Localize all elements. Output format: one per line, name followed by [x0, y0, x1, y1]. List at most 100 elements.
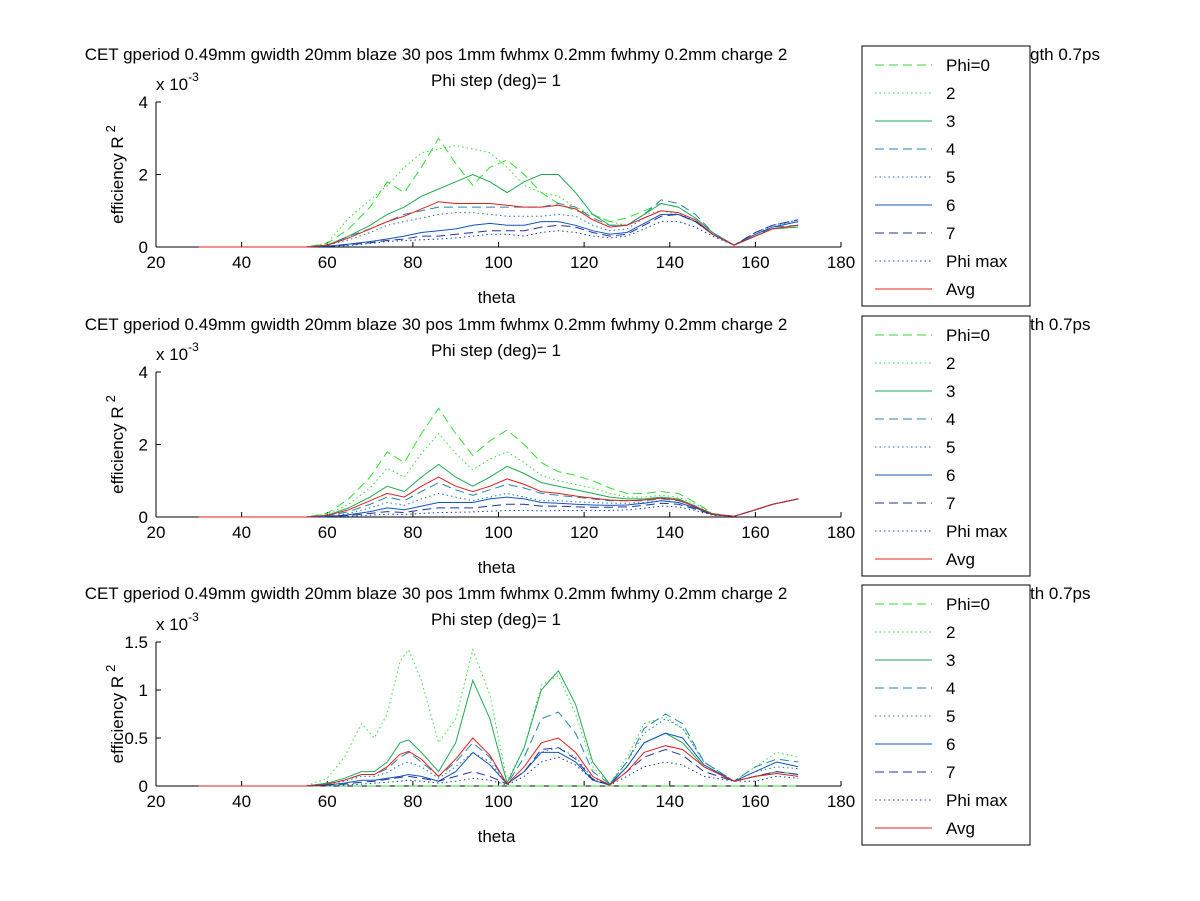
series-line-4: [198, 482, 799, 518]
chart-title-tail: th 0.7ps: [1030, 584, 1091, 603]
x-tick-label: 100: [484, 253, 512, 272]
series-line-1: [198, 407, 799, 518]
chart-panel-2: CET gperiod 0.49mm gwidth 20mm blaze 30 …: [85, 315, 1091, 577]
y-exponent-label: x 10-3: [156, 70, 199, 94]
x-tick-label: 40: [232, 253, 251, 272]
chart-subtitle: Phi step (deg)= 1: [431, 610, 561, 629]
legend-box: [861, 584, 1031, 846]
x-tick-label: 20: [147, 523, 166, 542]
series-line-3: [198, 669, 799, 787]
series-group: [198, 648, 799, 787]
legend-label: 4: [946, 410, 955, 429]
x-tick-label: 80: [403, 792, 422, 811]
legend-label: 2: [946, 623, 955, 642]
legend-label: 5: [946, 438, 955, 457]
x-tick-label: 160: [741, 792, 769, 811]
series-line-6: [198, 732, 799, 787]
chart-title: CET gperiod 0.49mm gwidth 20mm blaze 30 …: [85, 315, 788, 334]
x-tick-label: 180: [827, 523, 855, 542]
legend-label: Phi max: [946, 522, 1008, 541]
x-axis-label: theta: [478, 827, 516, 846]
series-line-4: [198, 199, 799, 248]
legend-label: Phi max: [946, 791, 1008, 810]
legend-label: 5: [946, 168, 955, 187]
series-line-8: [198, 219, 799, 248]
legend: Phi=0 2 3 4 5 6 7 Phi max Avg: [861, 45, 1031, 307]
legend-label: Phi max: [946, 252, 1008, 271]
y-tick-label: 4: [139, 93, 148, 112]
series-line-7: [198, 747, 799, 787]
x-tick-label: 180: [827, 792, 855, 811]
y-tick-label: 0.5: [124, 729, 148, 748]
y-axis-label: efficiency R2: [103, 125, 127, 224]
legend-label: 7: [946, 224, 955, 243]
x-tick-label: 120: [570, 792, 598, 811]
y-tick-label: 4: [139, 363, 148, 382]
x-tick-label: 80: [403, 253, 422, 272]
legend-box: [861, 45, 1031, 307]
x-tick-label: 140: [656, 253, 684, 272]
series-line-7: [198, 498, 799, 518]
chart-subtitle: Phi step (deg)= 1: [431, 71, 561, 90]
x-tick-label: 140: [656, 792, 684, 811]
x-tick-label: 60: [318, 253, 337, 272]
x-tick-label: 180: [827, 253, 855, 272]
series-line-6: [198, 496, 799, 518]
x-tick-label: 160: [741, 523, 769, 542]
legend-label: Phi=0: [946, 56, 990, 75]
legend: Phi=0 2 3 4 5 6 7 Phi max Avg: [861, 584, 1031, 846]
x-tick-label: 120: [570, 253, 598, 272]
legend-box: [861, 315, 1031, 577]
x-axis-label: theta: [478, 558, 516, 577]
y-axis-label: efficiency R2: [103, 395, 127, 494]
legend-label: 3: [946, 651, 955, 670]
x-tick-label: 100: [484, 792, 512, 811]
legend: Phi=0 2 3 4 5 6 7 Phi max Avg: [861, 315, 1031, 577]
chart-panel-1: CET gperiod 0.49mm gwidth 20mm blaze 30 …: [85, 45, 1100, 307]
series-line-9: [198, 476, 799, 518]
x-tick-label: 140: [656, 523, 684, 542]
x-tick-label: 100: [484, 523, 512, 542]
y-tick-label: 2: [139, 166, 148, 185]
x-tick-label: 80: [403, 523, 422, 542]
chart-panel-3: CET gperiod 0.49mm gwidth 20mm blaze 30 …: [85, 584, 1091, 846]
x-tick-label: 20: [147, 253, 166, 272]
y-axis-label: efficiency R2: [103, 665, 127, 764]
legend-label: Avg: [946, 280, 975, 299]
legend-label: Phi=0: [946, 326, 990, 345]
x-tick-label: 160: [741, 253, 769, 272]
legend-label: Avg: [946, 819, 975, 838]
series-line-2: [198, 648, 799, 787]
legend-label: 7: [946, 494, 955, 513]
y-exponent-label: x 10-3: [156, 340, 199, 364]
chart-title-tail: th 0.7ps: [1030, 315, 1091, 334]
x-tick-label: 40: [232, 792, 251, 811]
chart-title: CET gperiod 0.49mm gwidth 20mm blaze 30 …: [85, 45, 788, 64]
legend-label: Phi=0: [946, 595, 990, 614]
y-tick-label: 1: [139, 681, 148, 700]
legend-label: 4: [946, 679, 955, 698]
y-tick-label: 1.5: [124, 633, 148, 652]
legend-label: 3: [946, 382, 955, 401]
y-tick-label: 0: [139, 238, 148, 257]
y-exponent-label: x 10-3: [156, 610, 199, 634]
series-line-3: [198, 463, 799, 518]
chart-title: CET gperiod 0.49mm gwidth 20mm blaze 30 …: [85, 584, 788, 603]
y-tick-label: 0: [139, 508, 148, 527]
chart-subtitle: Phi step (deg)= 1: [431, 341, 561, 360]
series-line-2: [198, 144, 799, 248]
series-line-9: [198, 201, 799, 248]
series-line-8: [198, 498, 799, 518]
legend-label: 3: [946, 112, 955, 131]
series-line-3: [198, 173, 799, 248]
series-line-7: [198, 213, 799, 248]
legend-label: 7: [946, 763, 955, 782]
x-axis-label: theta: [478, 288, 516, 307]
legend-label: 2: [946, 84, 955, 103]
legend-label: 2: [946, 354, 955, 373]
x-tick-label: 20: [147, 792, 166, 811]
series-line-9: [198, 737, 799, 787]
legend-label: 6: [946, 735, 955, 754]
legend-label: 5: [946, 707, 955, 726]
